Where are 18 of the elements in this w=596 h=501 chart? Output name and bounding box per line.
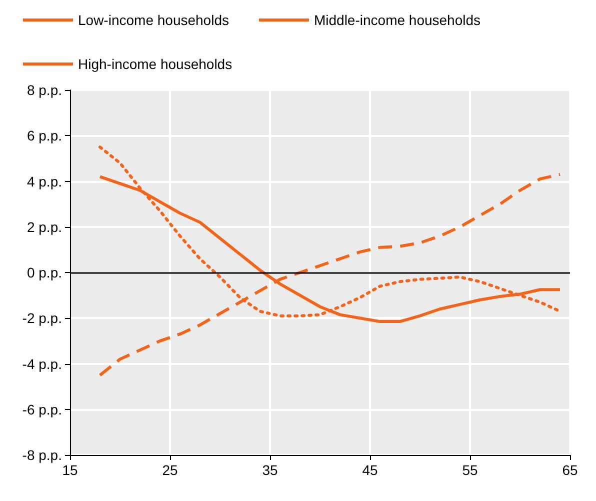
x-tick-label: 25 [162,462,178,478]
y-tick-label: -8 p.p. [22,447,62,463]
y-tick-label: 4 p.p. [26,173,62,190]
x-tick-label: 65 [562,462,578,478]
legend-label: Low-income households [78,12,229,28]
legend-label: High-income households [78,56,232,72]
y-tick-label: 0 p.p. [26,264,62,280]
y-tick-label: -6 p.p. [22,401,62,418]
y-tick-label: -4 p.p. [22,356,62,372]
x-tick-label: 45 [362,462,378,478]
legend-label: Middle-income households [314,12,481,28]
x-tick-label: 35 [262,462,278,478]
x-tick-label: 15 [62,462,78,478]
x-tick-label: 55 [462,462,478,478]
y-tick-label: -2 p.p. [22,310,62,326]
y-tick-label: 2 p.p. [26,218,62,235]
y-tick-label: 8 p.p. [26,82,62,98]
y-tick-label: 6 p.p. [26,128,62,144]
